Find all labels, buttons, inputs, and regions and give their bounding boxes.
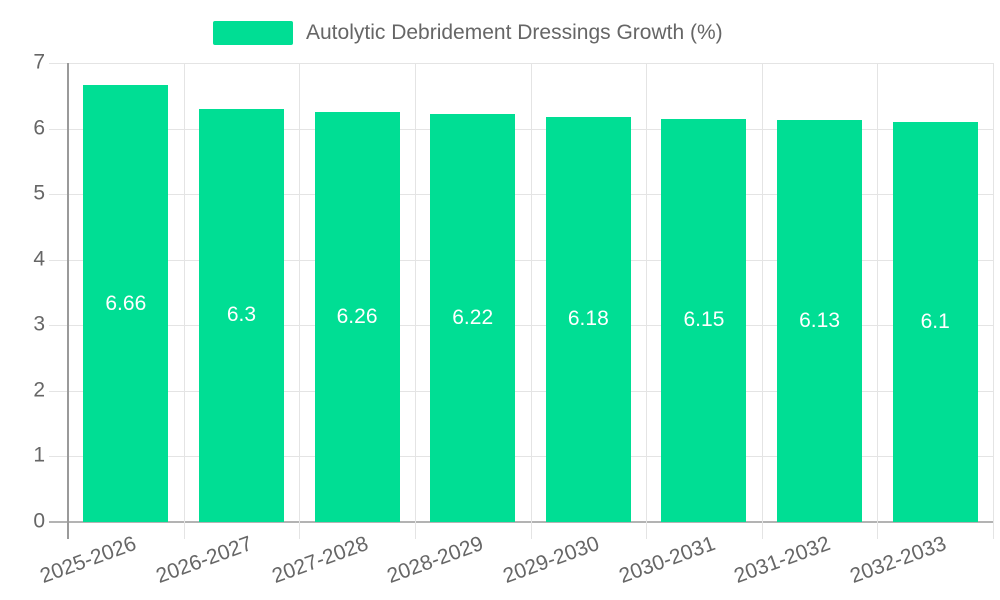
grid-line-h [49,456,993,458]
x-tick-label: 2028-2029 [384,532,487,588]
bar: 6.26 [314,111,400,522]
x-tick-label: 2025-2026 [37,532,140,588]
grid-line-v [299,63,301,539]
bar-value-label: 6.1 [920,310,950,333]
grid-line-v [183,63,185,539]
x-tick-label: 2031-2032 [731,532,834,588]
y-tick-label: 5 [33,181,45,205]
grid-line-v [877,63,879,539]
grid-line-v [414,63,416,539]
y-tick-label: 7 [33,50,45,74]
bar-value-label: 6.66 [105,291,147,315]
grid-line-v [646,63,648,539]
bar-value-label: 6.13 [799,309,840,333]
bar: 6.3 [198,108,284,522]
bar: 6.15 [661,118,747,522]
grid-line-v [761,63,763,539]
grid-line-h [49,128,993,130]
grid-line-h [49,63,993,64]
y-tick-label: 4 [33,247,45,271]
bar-value-label: 6.15 [683,308,725,332]
y-tick-label: 0 [33,509,45,533]
grid-line-v [530,63,532,539]
y-tick-label: 6 [33,116,45,140]
y-tick-label: 3 [33,312,45,336]
grid-line-h [49,390,993,392]
x-tick-label: 2032-2033 [846,532,950,588]
bar-value-label: 6.18 [567,307,609,331]
y-axis-line [67,63,69,539]
x-tick-label: 2029-2030 [499,532,603,588]
grid-line-v [993,63,994,539]
y-tick-label: 1 [33,443,45,467]
bar-value-label: 6.3 [226,303,257,327]
bar: 6.13 [777,120,863,522]
x-tick-label: 2026-2027 [153,532,256,588]
grid-line-h [49,259,993,261]
legend-swatch-icon [213,21,293,45]
bar: 6.18 [545,116,631,522]
bar: 6.66 [83,85,169,522]
x-tick-label: 2027-2028 [268,532,371,588]
grid-line-h [49,194,993,196]
legend-label: Autolytic Debridement Dressings Growth (… [306,21,723,44]
x-axis-baseline [49,521,993,523]
grid-line-h [49,325,993,327]
x-tick-label: 2030-2031 [615,532,718,588]
plot-area: 6.66 6.3 6.26 6.22 6.18 6.15 6.13 6.1 [49,63,994,539]
bar: 6.22 [430,114,516,522]
bar: 6.1 [892,122,978,522]
y-tick-label: 2 [33,378,45,402]
bar-value-label: 6.26 [336,304,378,328]
chart-legend[interactable]: Autolytic Debridement Dressings Growth (… [213,19,723,47]
bar-value-label: 6.22 [452,306,494,330]
